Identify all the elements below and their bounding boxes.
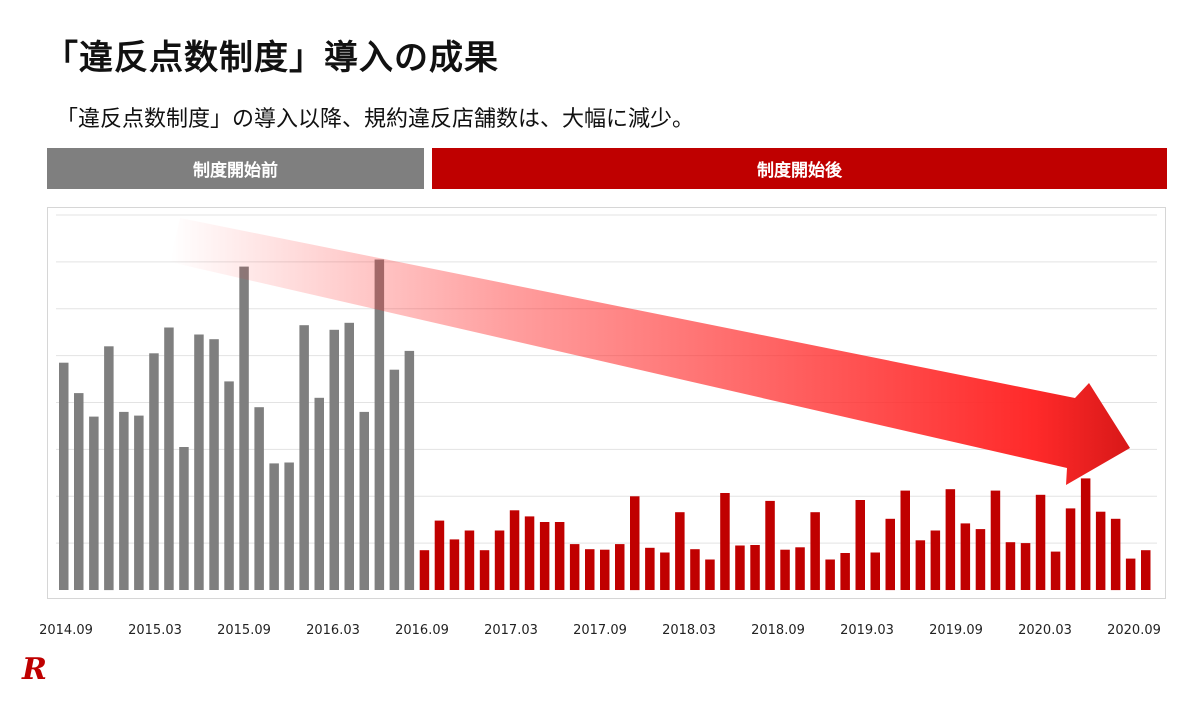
bar-after [1065, 508, 1076, 590]
bar-before [224, 381, 234, 590]
bar-after [479, 550, 490, 590]
bar-after [1050, 551, 1061, 590]
bar-after [960, 523, 971, 590]
bar-after [1035, 494, 1046, 590]
x-tick-label: 2020.03 [1018, 623, 1072, 638]
x-tick-label: 2015.03 [128, 623, 182, 638]
bar-before [239, 266, 249, 590]
bar-after [930, 530, 941, 590]
x-tick-label: 2019.03 [840, 623, 894, 638]
bar-before [74, 393, 84, 590]
chart-frame [47, 207, 1166, 599]
bar-after [765, 500, 775, 590]
bar-after [615, 544, 625, 590]
bar-after [1005, 542, 1016, 590]
bar-after [1125, 558, 1136, 590]
bar-after [825, 559, 835, 590]
bar-after [1141, 550, 1151, 590]
bar-after [569, 544, 580, 590]
bar-after [945, 489, 956, 590]
bar-before [149, 353, 159, 590]
bar-before [374, 259, 385, 590]
bar-after [900, 490, 910, 590]
bar-after [810, 512, 820, 590]
bar-before [179, 447, 189, 590]
bar-after [675, 512, 685, 590]
bar-before [254, 407, 264, 590]
bar-after [705, 559, 715, 590]
x-tick-label: 2014.09 [39, 623, 93, 638]
bar-before [164, 327, 174, 590]
x-tick-label: 2017.09 [573, 623, 627, 638]
bar-before [389, 369, 400, 590]
page-title: 「違反点数制度」導入の成果 [44, 38, 499, 78]
bar-after [524, 516, 535, 590]
bar-after [449, 539, 460, 590]
bar-after [434, 520, 445, 590]
bar-after [990, 490, 1001, 590]
bar-after [795, 547, 805, 590]
bar-after [660, 552, 670, 590]
bar-after [494, 530, 505, 590]
bar-after [690, 549, 700, 590]
bar-before [194, 334, 204, 590]
bar-after [1095, 511, 1106, 590]
bar-before [134, 415, 144, 590]
bar-after [1110, 518, 1121, 591]
bar-before [209, 339, 219, 590]
bar-after [1080, 478, 1091, 590]
bar-before [119, 411, 129, 590]
bar-after [539, 522, 550, 590]
bar-after [464, 530, 475, 590]
x-tick-label: 2017.03 [484, 623, 538, 638]
bar-after [645, 547, 655, 590]
x-tick-label: 2016.03 [306, 623, 360, 638]
bar-before [284, 462, 294, 590]
bar-after [735, 545, 745, 590]
bar-after [509, 510, 520, 590]
bar-after [870, 552, 880, 590]
x-tick-label: 2018.09 [751, 623, 805, 638]
x-tick-label: 2019.09 [929, 623, 983, 638]
bar-before [344, 322, 354, 590]
page-subtitle: 「違反点数制度」の導入以降、規約違反店舗数は、大幅に減少。 [56, 107, 695, 132]
bar-after [885, 518, 895, 591]
bar-before [299, 325, 309, 590]
x-tick-label: 2015.09 [217, 623, 271, 638]
x-tick-label: 2020.09 [1107, 623, 1161, 638]
bar-after [975, 529, 986, 590]
bar-before [359, 411, 369, 590]
brand-logo: R [22, 652, 47, 687]
period-after-label: 制度開始後 [757, 161, 842, 181]
bar-after [855, 500, 865, 590]
bar-before [89, 416, 99, 590]
trend-arrow [170, 218, 1130, 485]
bar-after [419, 550, 430, 590]
bar-before [269, 463, 279, 590]
bar-after [630, 496, 640, 591]
x-tick-label: 2018.03 [662, 623, 716, 638]
bar-before [329, 329, 339, 590]
bar-after [720, 493, 730, 590]
period-before-banner: 制度開始前 [47, 148, 424, 189]
bar-before [59, 362, 69, 590]
bar-before [314, 397, 324, 590]
x-tick-label: 2016.09 [395, 623, 449, 638]
period-before-label: 制度開始前 [193, 161, 278, 181]
bar-after [780, 549, 790, 590]
bar-after [585, 549, 595, 590]
bar-after [915, 540, 926, 590]
bar-after [840, 553, 850, 590]
bar-after [600, 549, 610, 590]
bar-after [750, 545, 760, 590]
period-after-banner: 制度開始後 [432, 148, 1167, 189]
bar-before [404, 350, 415, 590]
bar-before [104, 346, 114, 591]
bar-after [554, 522, 565, 590]
bar-after [1020, 543, 1031, 590]
